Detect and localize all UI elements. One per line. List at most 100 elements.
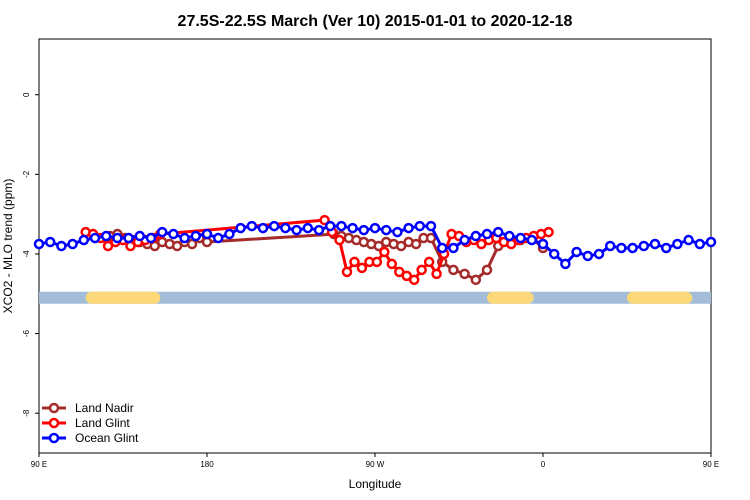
ocean-glint-point	[246, 220, 258, 232]
ocean-glint-point	[112, 232, 123, 244]
ocean-glint-point	[347, 222, 358, 234]
land-nadir-point	[171, 240, 183, 252]
ocean-glint-point	[179, 232, 190, 244]
legend-land-glint-marker	[48, 417, 60, 429]
land-nadir-point	[186, 238, 198, 250]
land-glint-point	[379, 246, 390, 258]
land-nadir-point	[373, 240, 384, 252]
ocean-glint-point	[302, 222, 314, 234]
ocean-glint-point	[492, 226, 504, 238]
ocean-glint-point	[683, 234, 694, 246]
ocean-glint-point	[358, 224, 370, 236]
land-glint-point	[371, 256, 383, 268]
y-axis-label: XCO2 - MLO trend (ppm)	[1, 179, 15, 314]
ocean-glint-point	[515, 232, 526, 244]
ocean-glint-point	[78, 234, 90, 246]
ocean-glint-point	[257, 222, 269, 234]
ocean-glint-point	[403, 222, 414, 234]
ocean-glint-point	[660, 242, 672, 254]
land-nadir-point	[425, 232, 437, 244]
ocean-glint-point	[44, 236, 56, 248]
ocean-glint-point	[313, 224, 325, 236]
ocean-glint-point	[56, 240, 67, 252]
ocean-glint-point	[604, 240, 616, 252]
ocean-glint-point	[616, 242, 627, 254]
land-glint-point	[356, 262, 368, 274]
x-tick-label: 90 W	[366, 460, 385, 469]
land-glint-point	[423, 256, 435, 268]
ocean-glint-point	[548, 248, 560, 260]
x-tick-label: 180	[200, 460, 214, 469]
land-glint-point	[386, 258, 398, 270]
ocean-glint-point	[67, 238, 78, 250]
ocean-glint-point	[672, 238, 683, 250]
legend-land-nadir-label: Land Nadir	[75, 401, 134, 415]
ocean-glint-point	[291, 224, 302, 236]
ocean-glint-point	[414, 220, 426, 232]
ocean-glint-point	[470, 230, 482, 242]
ocean-glint-point	[448, 242, 459, 254]
ocean-glint-point	[694, 238, 706, 250]
ocean-glint-point	[145, 232, 157, 244]
land-glint-point	[416, 264, 427, 276]
ocean-glint-point	[168, 228, 179, 240]
land-segment	[627, 291, 693, 304]
ocean-glint-point	[560, 258, 571, 270]
land-glint-point	[349, 256, 360, 268]
ocean-glint-point	[504, 230, 515, 242]
ocean-glint-point	[705, 236, 717, 248]
land-glint-point	[102, 240, 114, 252]
ocean-glint-point	[201, 228, 213, 240]
x-tick-label: 0	[541, 460, 546, 469]
ocean-glint-point	[336, 220, 347, 232]
ocean-glint-point	[649, 238, 661, 250]
land-glint-point	[334, 234, 345, 246]
ocean-glint-point	[268, 220, 280, 232]
land-nadir-point	[448, 264, 459, 276]
ocean-glint-point	[582, 250, 594, 262]
ocean-glint-point	[89, 232, 101, 244]
y-tick-label: -6	[22, 329, 31, 337]
ocean-glint-point	[33, 238, 45, 250]
ocean-glint-point	[380, 224, 392, 236]
legend-land-glint-label: Land Glint	[75, 416, 130, 430]
ocean-glint-point	[571, 246, 582, 258]
ocean-glint-point	[224, 228, 235, 240]
ocean-glint-point	[369, 222, 381, 234]
legend-ocean-glint-label: Ocean Glint	[75, 431, 139, 445]
land-glint-point	[341, 266, 353, 278]
x-axis-label: Longitude	[349, 477, 402, 491]
ocean-glint-point	[436, 242, 448, 254]
ocean-glint-point	[526, 234, 538, 246]
ocean-glint-point	[324, 220, 336, 232]
ocean-glint-point	[537, 238, 549, 250]
land-glint-point	[319, 214, 330, 226]
land-ocean-strip	[39, 291, 711, 304]
land-glint-point	[543, 226, 554, 238]
land-glint-point	[476, 238, 487, 250]
ocean-glint-point	[123, 232, 134, 244]
ocean-glint-point	[392, 226, 403, 238]
land-glint-point	[431, 268, 442, 280]
ocean-glint-point	[627, 242, 638, 254]
y-tick-label: -8	[22, 409, 31, 417]
ocean-glint-point	[190, 230, 202, 242]
land-nadir-point	[481, 264, 493, 276]
ocean-glint-point	[134, 230, 146, 242]
axes: 90 E 180 90 W 0 90 E 0 -2 -4 -6 -8	[22, 92, 719, 469]
ocean-strip	[39, 291, 711, 304]
land-glint-point	[401, 270, 412, 282]
land-nadir-point	[459, 268, 470, 280]
y-tick-label: -4	[22, 250, 31, 258]
x-tick-label: 90 E	[31, 460, 47, 469]
ocean-glint-point	[481, 228, 493, 240]
ocean-glint-point	[459, 234, 470, 246]
ocean-glint-point	[235, 222, 246, 234]
legend-land-nadir-marker	[48, 402, 60, 414]
land-nadir-point	[470, 274, 482, 286]
chart-title: 27.5S-22.5S March (Ver 10) 2015-01-01 to…	[178, 13, 573, 30]
ocean-glint-point	[212, 232, 224, 244]
ocean-glint-point	[593, 248, 605, 260]
